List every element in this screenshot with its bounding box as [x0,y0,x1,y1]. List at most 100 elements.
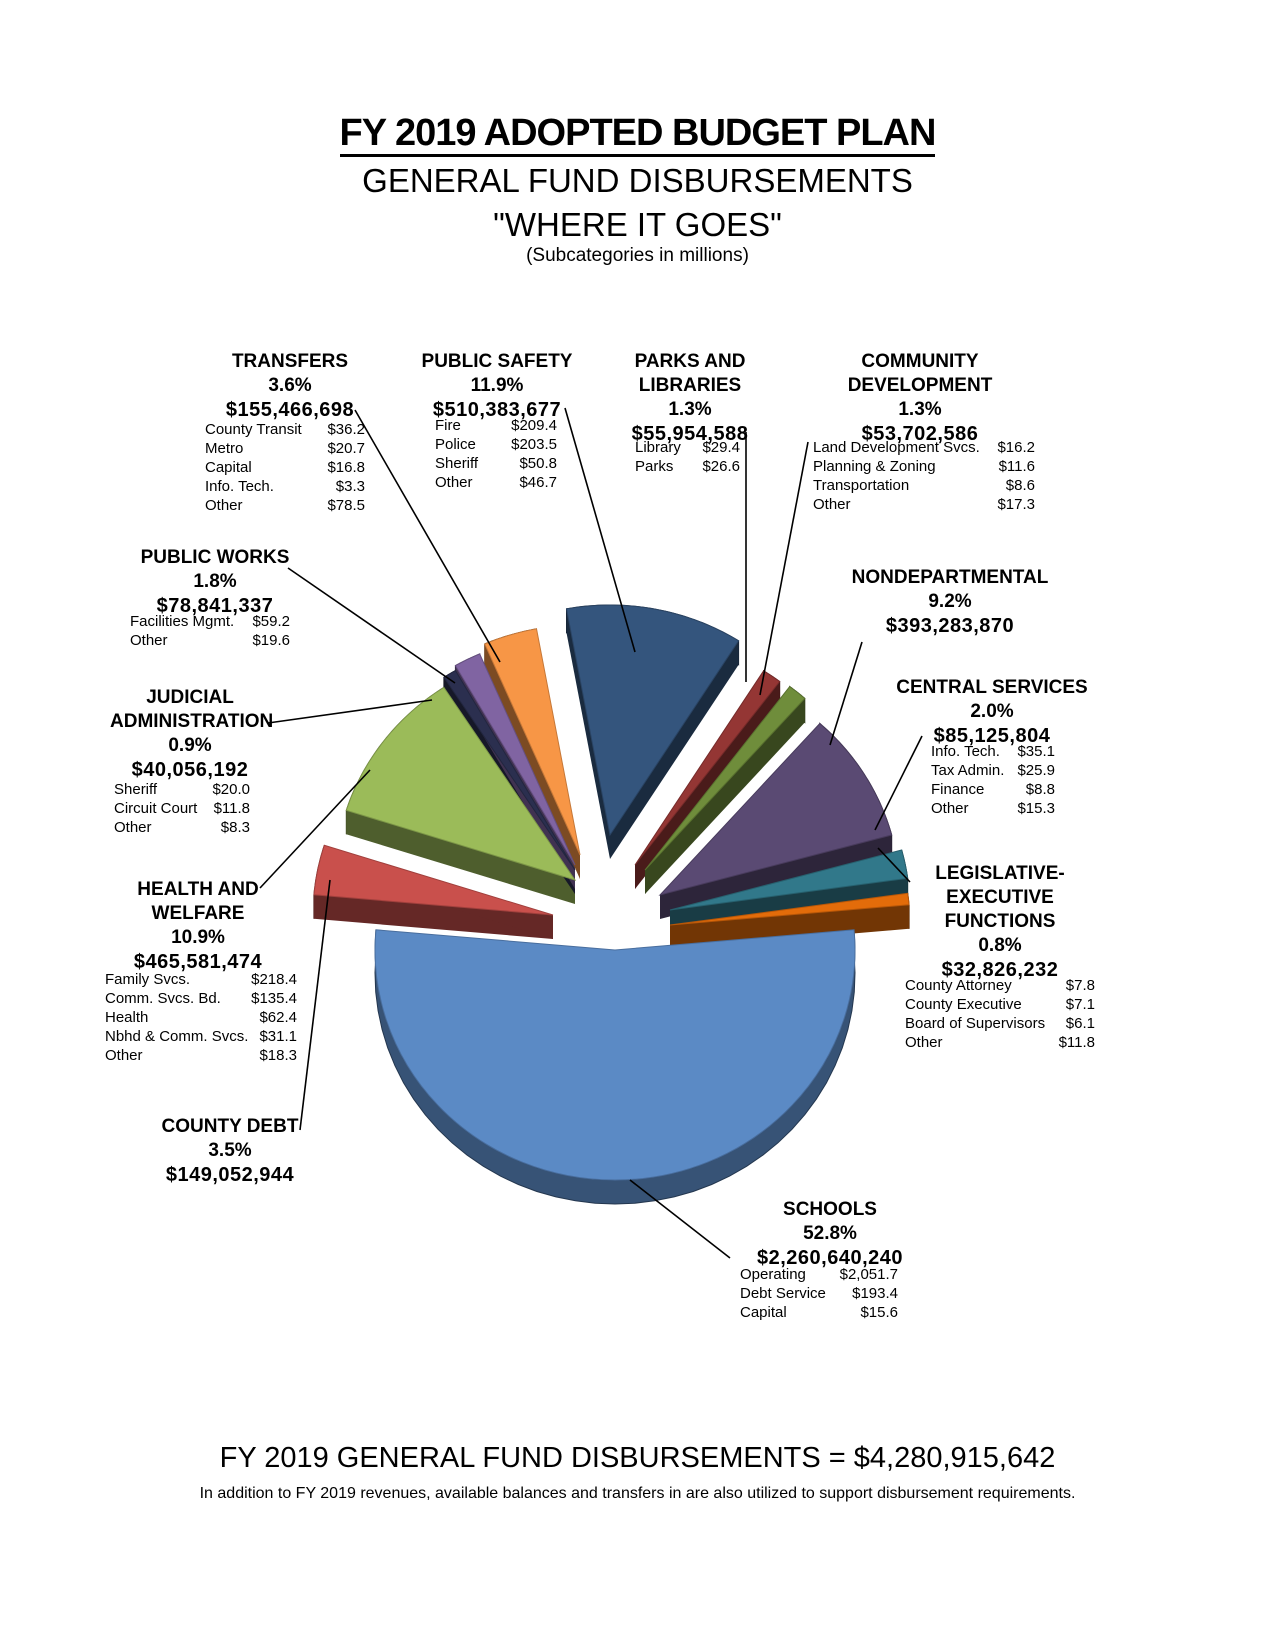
subcategory-list: Library $29.4 Parks $26.6 [635,438,740,476]
slice-percent: 11.9% [470,375,524,396]
subcategory-name: Capital [740,1304,787,1321]
subcategory-name: Board of Supervisors [905,1015,1046,1032]
subcategory-row: Parks $26.6 [635,457,740,476]
subcategory-name: Metro [205,440,244,457]
subcategory-row: Other $17.3 [813,495,1035,514]
slice-name: PUBLIC SAFETY [421,351,573,372]
subcategory-name: Tax Admin. [931,762,1005,779]
slice-label: COUNTY DEBT 3.5% $149,052,944 [110,1115,350,1187]
subcategory-value: $18.3 [259,1047,297,1064]
slice-amount: $393,283,870 [885,615,1015,637]
subcategory-value: $31.1 [259,1028,297,1045]
subcategory-list: County Attorney $7.8 County Executive $7.1 B… [905,976,1095,1052]
slice-legislative-executive-functions [669,892,910,926]
slice-name: JUDICIAL ADMINISTRATION [110,687,274,732]
subcategory-value: $3.3 [335,478,365,495]
subcategory-row: Other $19.6 [130,631,290,650]
subcategory-row: Tax Admin. $25.9 [931,761,1055,780]
slice-amount: $465,581,474 [133,951,263,973]
slice-wall-2 [346,810,575,904]
subcategory-row: Other $46.7 [435,473,557,492]
subcategory-value: $2,051.7 [839,1266,898,1283]
subcategory-row: Sheriff $20.0 [114,780,250,799]
slice-name: HEALTH AND WELFARE [137,879,259,924]
subcategory-value: $8.6 [1005,477,1035,494]
slice-wall-11 [670,904,910,949]
slice-label: NONDEPARTMENTAL 9.2% $393,283,870 [830,566,1070,638]
subcategory-row: Library $29.4 [635,438,740,457]
subcategory-row: Comm. Svcs. Bd. $135.4 [105,989,297,1008]
subcategory-row: Finance $8.8 [931,780,1055,799]
subcategory-name: Health [105,1009,149,1026]
subcategory-value: $7.8 [1065,977,1095,994]
slice-judicial-administration [443,669,576,871]
slice-amount: $149,052,944 [165,1164,295,1186]
slice-label: CENTRAL SERVICES 2.0% $85,125,804 [872,676,1112,748]
subcategory-value: $19.6 [252,632,290,649]
subcategory-row: Police $203.5 [435,435,557,454]
slice-name: NONDEPARTMENTAL [851,567,1049,588]
leader-line [299,879,331,1131]
subcategory-row: Health $62.4 [105,1008,297,1027]
leader-line [877,847,911,883]
subcategory-name: Land Development Svcs. [813,439,980,456]
slice-percent: 9.2% [928,591,972,612]
slice-parks-and-libraries [634,670,781,866]
slice-percent: 0.8% [978,935,1022,956]
slice-percent: 0.9% [168,735,212,756]
subcategory-value: $135.4 [251,990,297,1007]
subcategory-value: $29.4 [702,439,740,456]
subcategory-value: $20.0 [212,781,250,798]
subcategory-name: Other [205,497,243,514]
subcategory-value: $50.8 [519,455,557,472]
subcategory-value: $6.1 [1065,1015,1095,1032]
subcategory-list: Facilities Mgmt. $59.2 Other $19.6 [130,612,290,650]
subcategory-list: Land Development Svcs. $16.2 Planning & Zo… [813,438,1035,514]
slice-percent: 52.8% [803,1223,857,1244]
subcategory-list: Fire $209.4 Police $203.5 Sheriff $50.8 Other $… [435,416,557,492]
leader-line [759,441,809,696]
subcategory-row: Nbhd & Comm. Svcs. $31.1 [105,1027,297,1046]
slice-percent: 3.6% [268,375,312,396]
chart-subtitle: GENERAL FUND DISBURSEMENTS [362,162,913,199]
subcategory-name: Operating [740,1266,806,1283]
slice-community-development [644,685,806,871]
subcategory-value: $209.4 [511,417,557,434]
slice-label: COMMUNITY DEVELOPMENT 1.3% $53,702,586 [800,350,1040,446]
subcategory-value: $16.8 [327,459,365,476]
slice-name: CENTRAL SERVICES [896,677,1088,698]
subcategory-name: Capital [205,459,252,476]
total-disbursements: FY 2019 GENERAL FUND DISBURSEMENTS = $4,… [219,1442,1056,1474]
subcategory-name: Planning & Zoning [813,458,936,475]
slice-label: PUBLIC SAFETY 11.9% $510,383,677 [377,350,617,422]
slice-amount: $510,383,677 [432,399,562,421]
slice-central-services [669,849,909,911]
subcategory-name: Library [635,439,681,456]
slice-percent: 3.5% [208,1140,252,1161]
slice-wall-1 [313,894,553,939]
subcategory-row: County Transit $36.2 [205,420,365,439]
subcategory-value: $203.5 [511,436,557,453]
subcategory-row: Operating $2,051.7 [740,1265,898,1284]
slice-amount: $85,125,804 [933,725,1051,747]
subcategory-row: Other $8.3 [114,818,250,837]
subcategory-row: Debt Service $193.4 [740,1284,898,1303]
subcategory-name: Other [114,819,152,836]
subcategory-value: $218.4 [251,971,297,988]
slice-county-debt [313,844,554,916]
slice-amount: $53,702,586 [861,423,979,445]
slice-name: PARKS AND LIBRARIES [634,351,746,396]
slice-label: LEGISLATIVE-EXECUTIVE FUNCTIONS 0.8% $32,8… [880,862,1120,982]
subcategory-row: Other $18.3 [105,1046,297,1065]
subcategory-row: Other $15.3 [931,799,1055,818]
subcategory-name: Family Svcs. [105,971,191,988]
subcategory-row: Metro $20.7 [205,439,365,458]
slice-nondepartmental [658,722,893,896]
slice-label: PUBLIC WORKS 1.8% $78,841,337 [95,546,335,618]
slice-health-and-welfare [345,686,577,881]
subcategory-list: Operating $2,051.7 Debt Service $193.4 Capit… [740,1265,898,1322]
subcategory-row: Land Development Svcs. $16.2 [813,438,1035,457]
subcategory-name: Sheriff [114,781,158,798]
subcategory-value: $46.7 [519,474,557,491]
